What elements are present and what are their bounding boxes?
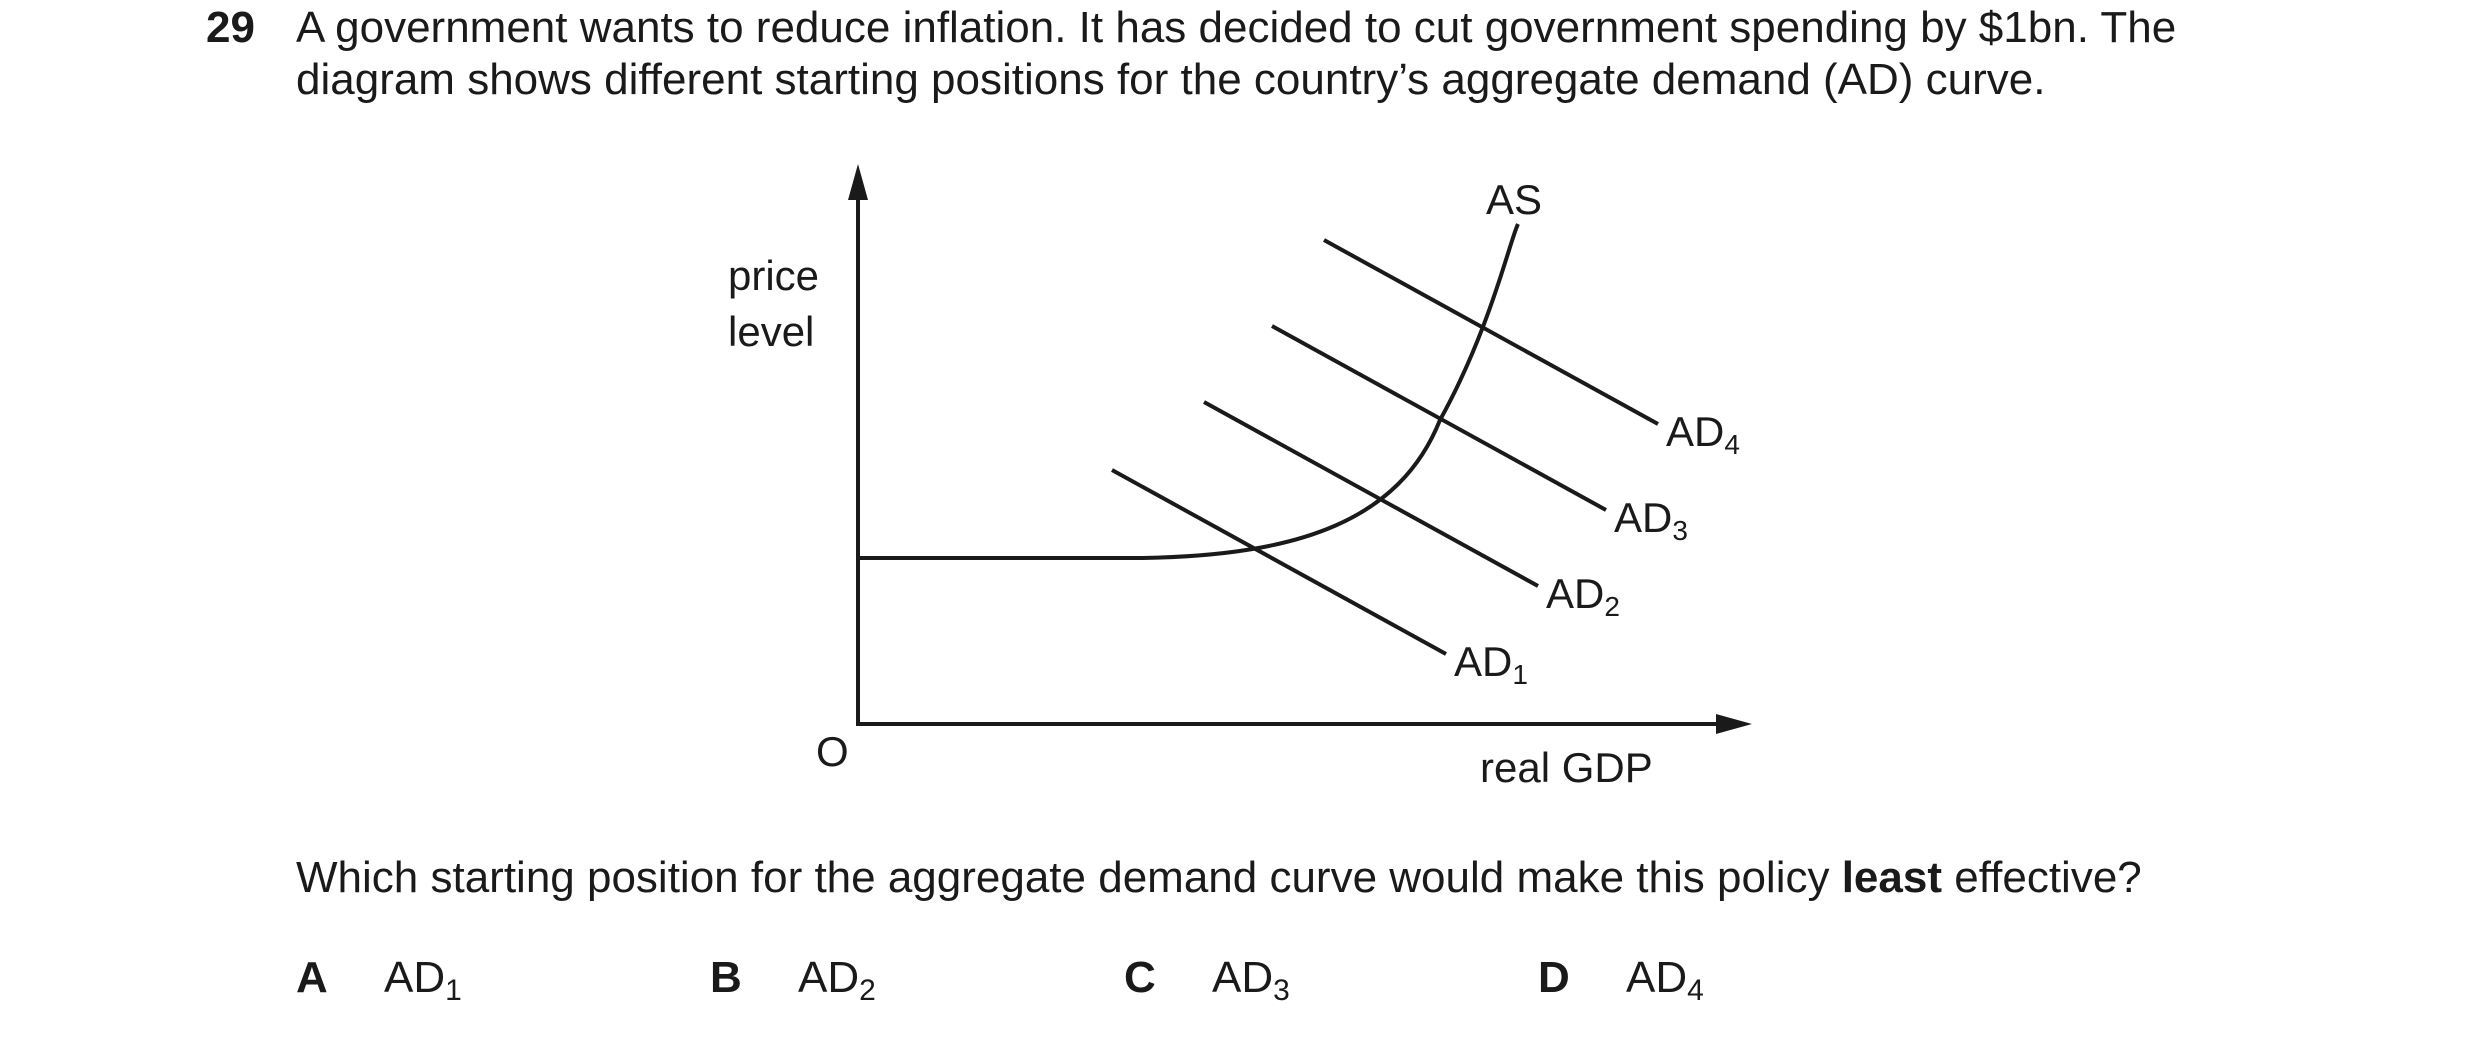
x-axis-arrowhead (1716, 714, 1752, 734)
option-c-value: AD3 (1212, 952, 1290, 1007)
option-a-sub: 1 (445, 974, 462, 1007)
question-prompt-emphasis: least (1841, 853, 1942, 902)
option-c-sub: 3 (1273, 974, 1290, 1007)
y-axis-label-line-2: level (728, 308, 814, 355)
as-label: AS (1486, 176, 1542, 223)
option-b-base: AD (798, 953, 860, 1002)
option-a-letter: A (296, 953, 328, 1002)
ad-as-diagram: price level O real GDP AS AD1 AD2 AD3 AD… (728, 164, 1752, 791)
ad2-label-sub: 2 (1604, 591, 1620, 622)
ad1-curve (1111, 468, 1447, 656)
y-axis-arrowhead (848, 164, 868, 200)
ad3-curve (1271, 324, 1607, 512)
question-prompt: Which starting position for the aggregat… (296, 852, 2142, 904)
question-stem-line-2: diagram shows different starting positio… (296, 55, 2046, 104)
ad4-label: AD4 (1666, 408, 1740, 460)
as-curve (858, 223, 1520, 560)
ad4-label-sub: 4 (1724, 429, 1740, 460)
ad3-label-base: AD (1614, 494, 1672, 541)
question-stem: A government wants to reduce inflation. … (296, 2, 2396, 106)
question-number: 29 (206, 3, 255, 52)
option-b-value: AD2 (798, 952, 876, 1007)
option-a-base: AD (384, 953, 446, 1002)
origin-label: O (816, 728, 849, 775)
option-d-value: AD4 (1626, 952, 1704, 1007)
option-d-letter: D (1538, 953, 1570, 1002)
option-b-sub: 2 (859, 974, 876, 1007)
option-a-value: AD1 (384, 952, 462, 1007)
ad1-label-base: AD (1454, 638, 1512, 685)
x-axis-label: real GDP (1480, 744, 1653, 791)
question-prompt-after: effective? (1942, 853, 2142, 902)
ad1-label-sub: 1 (1512, 659, 1528, 690)
ad1-label: AD1 (1454, 638, 1528, 690)
option-c-base: AD (1212, 953, 1274, 1002)
y-axis-label-line-1: price (728, 252, 819, 299)
ad4-label-base: AD (1666, 408, 1724, 455)
ad2-curve (1203, 400, 1539, 588)
ad3-label: AD3 (1614, 494, 1688, 546)
ad3-label-sub: 3 (1672, 515, 1688, 546)
ad2-label: AD2 (1546, 570, 1620, 622)
question-stem-line-1: A government wants to reduce inflation. … (296, 3, 2177, 52)
ad4-curve (1323, 238, 1659, 426)
option-c-letter: C (1124, 953, 1156, 1002)
option-d-base: AD (1626, 953, 1688, 1002)
option-d-sub: 4 (1687, 974, 1704, 1007)
ad2-label-base: AD (1546, 570, 1604, 617)
option-b-letter: B (710, 953, 742, 1002)
question-prompt-before: Which starting position for the aggregat… (296, 853, 1842, 902)
